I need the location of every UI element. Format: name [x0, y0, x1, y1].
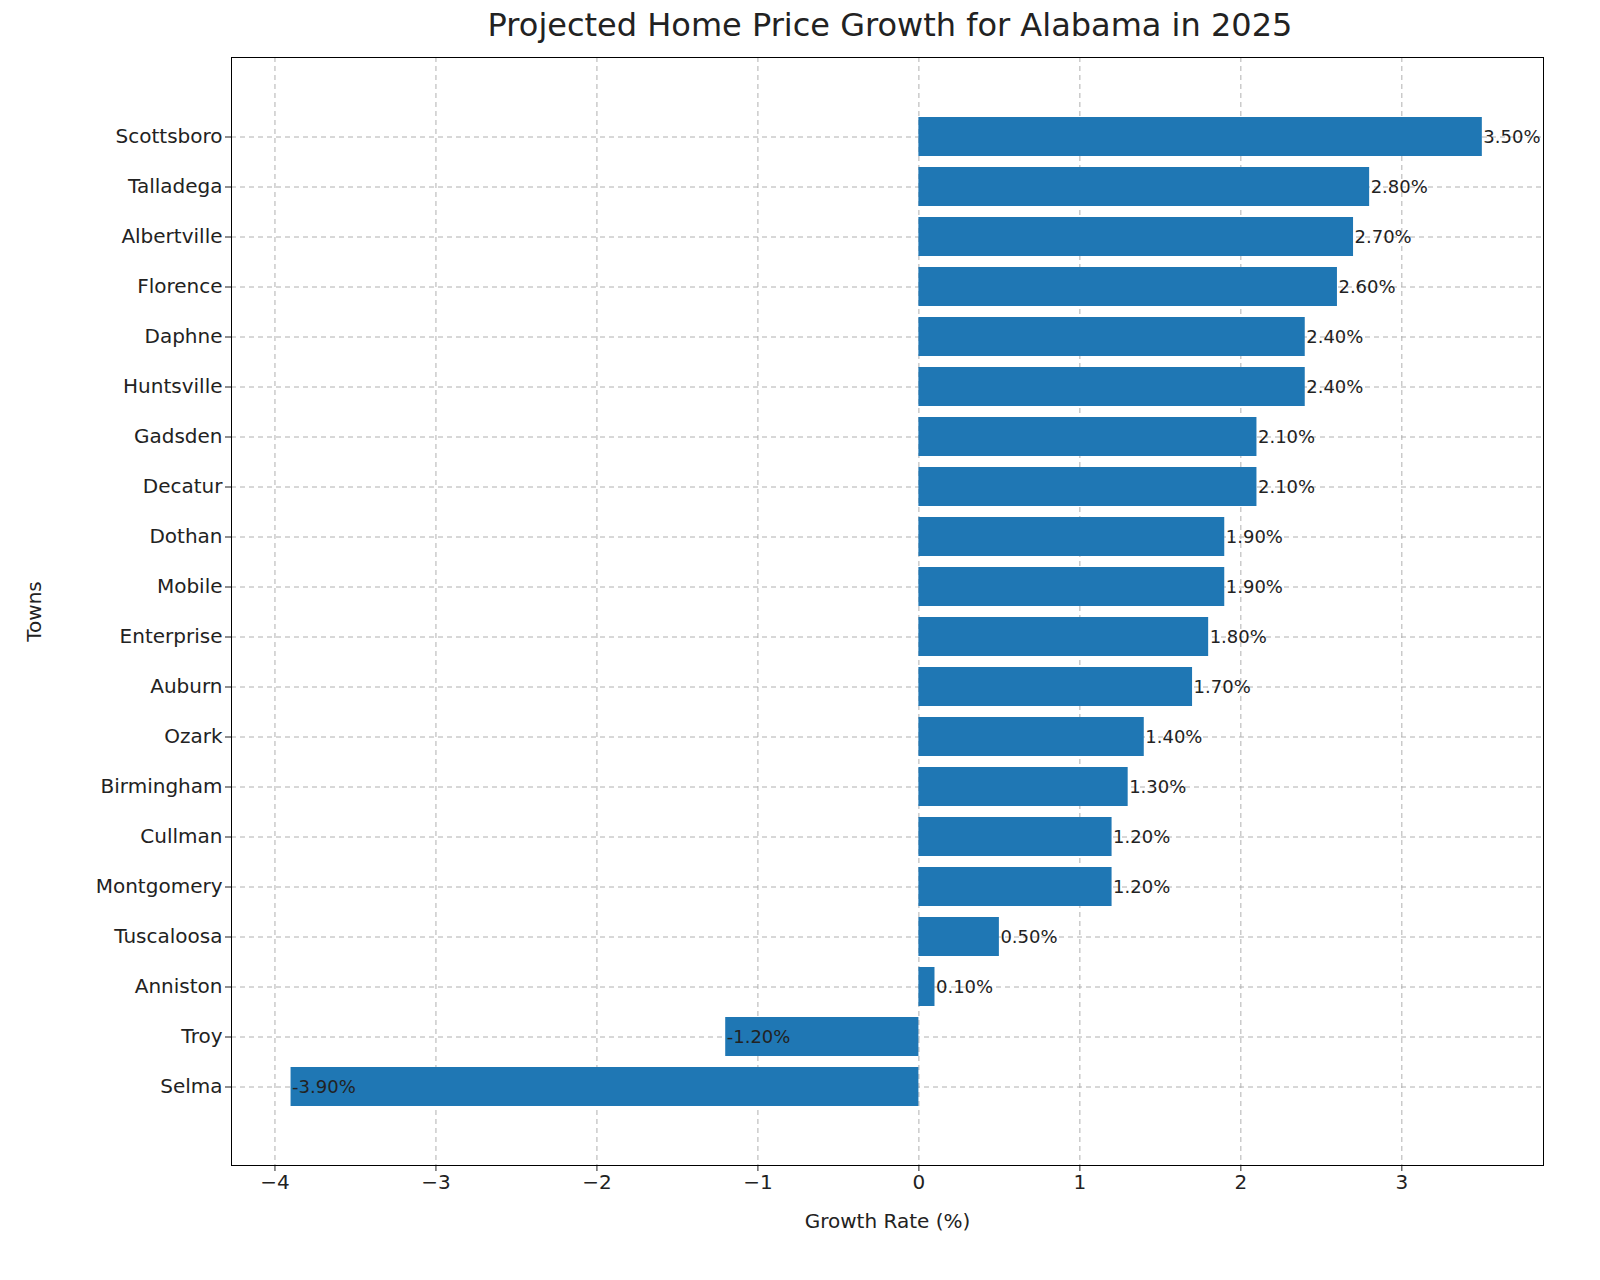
svg-text:Ozark: Ozark — [164, 724, 223, 748]
svg-text:2.40%: 2.40% — [1306, 326, 1363, 347]
svg-text:−4: −4 — [260, 1170, 289, 1194]
svg-text:Talladega: Talladega — [127, 174, 222, 198]
svg-text:Birmingham: Birmingham — [101, 774, 223, 798]
svg-text:1.20%: 1.20% — [1113, 876, 1170, 897]
svg-text:2.40%: 2.40% — [1306, 376, 1363, 397]
svg-text:Huntsville: Huntsville — [123, 374, 222, 398]
svg-text:Montgomery: Montgomery — [96, 874, 223, 898]
svg-text:3.50%: 3.50% — [1483, 126, 1540, 147]
svg-text:Mobile: Mobile — [157, 574, 223, 598]
svg-text:0: 0 — [913, 1170, 926, 1194]
svg-text:Daphne: Daphne — [144, 324, 222, 348]
svg-text:Troy: Troy — [180, 1024, 222, 1048]
svg-text:−3: −3 — [421, 1170, 450, 1194]
svg-text:Growth Rate (%): Growth Rate (%) — [805, 1209, 971, 1233]
svg-text:1.90%: 1.90% — [1226, 576, 1283, 597]
svg-text:1.30%: 1.30% — [1129, 776, 1186, 797]
svg-text:Auburn: Auburn — [150, 674, 222, 698]
svg-text:Dothan: Dothan — [149, 524, 222, 548]
svg-text:Decatur: Decatur — [143, 474, 223, 498]
svg-text:Selma: Selma — [160, 1074, 222, 1098]
svg-text:Anniston: Anniston — [135, 974, 223, 998]
svg-text:Towns: Towns — [22, 581, 46, 643]
svg-text:3: 3 — [1395, 1170, 1408, 1194]
html-text:Projected Home Price Growth fo: Projected Home Price Growth for Alabama … — [487, 6, 1293, 44]
svg-text:1.20%: 1.20% — [1113, 826, 1170, 847]
svg-text:2.60%: 2.60% — [1338, 276, 1395, 297]
svg-text:-1.20%: -1.20% — [727, 1026, 791, 1047]
svg-text:Enterprise: Enterprise — [120, 624, 223, 648]
svg-text:2: 2 — [1234, 1170, 1247, 1194]
svg-text:Scottsboro: Scottsboro — [116, 124, 223, 148]
svg-text:1.90%: 1.90% — [1226, 526, 1283, 547]
svg-text:Tuscaloosa: Tuscaloosa — [113, 924, 222, 948]
svg-text:2.80%: 2.80% — [1371, 176, 1428, 197]
svg-text:−1: −1 — [743, 1170, 772, 1194]
svg-text:1.80%: 1.80% — [1210, 626, 1267, 647]
svg-text:Cullman: Cullman — [140, 824, 222, 848]
svg-text:−2: −2 — [582, 1170, 611, 1194]
svg-text:1: 1 — [1074, 1170, 1087, 1194]
svg-text:Florence: Florence — [137, 274, 222, 298]
svg-text:2.10%: 2.10% — [1258, 476, 1315, 497]
svg-text:Gadsden: Gadsden — [134, 424, 223, 448]
svg-text:1.70%: 1.70% — [1194, 676, 1251, 697]
svg-text:1.40%: 1.40% — [1145, 726, 1202, 747]
svg-text:0.50%: 0.50% — [1000, 926, 1057, 947]
svg-text:2.10%: 2.10% — [1258, 426, 1315, 447]
svg-text:2.70%: 2.70% — [1355, 226, 1412, 247]
svg-text:-3.90%: -3.90% — [292, 1076, 356, 1097]
svg-text:0.10%: 0.10% — [936, 976, 993, 997]
svg-text:Albertville: Albertville — [121, 224, 222, 248]
